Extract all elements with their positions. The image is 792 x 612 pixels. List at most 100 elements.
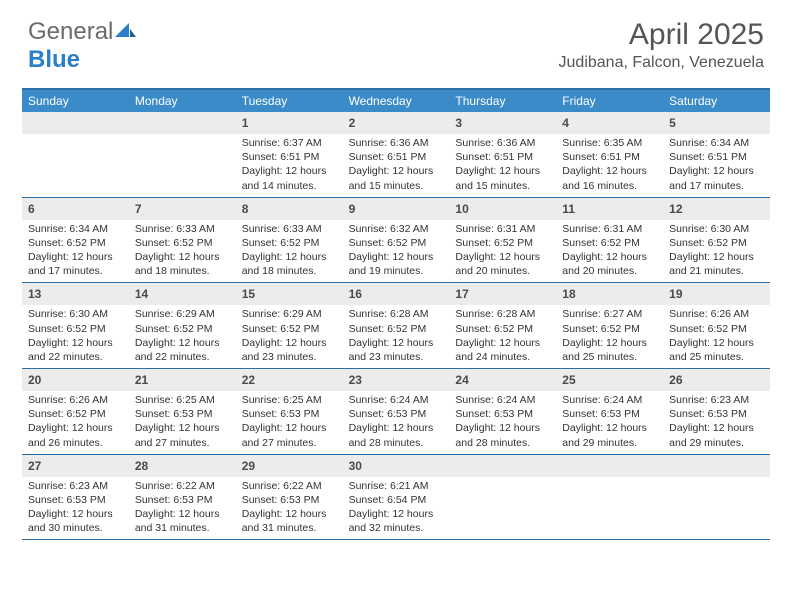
day-body: Sunrise: 6:24 AMSunset: 6:53 PMDaylight:… bbox=[449, 391, 556, 454]
sunrise-line: Sunrise: 6:29 AM bbox=[135, 307, 230, 321]
sunset-line: Sunset: 6:52 PM bbox=[562, 322, 657, 336]
sunset-line: Sunset: 6:53 PM bbox=[135, 407, 230, 421]
sunrise-line: Sunrise: 6:30 AM bbox=[28, 307, 123, 321]
logo: General Blue bbox=[28, 18, 137, 74]
day-number: 25 bbox=[562, 373, 575, 387]
daylight-line: Daylight: 12 hours and 14 minutes. bbox=[242, 164, 337, 192]
day-body: Sunrise: 6:36 AMSunset: 6:51 PMDaylight:… bbox=[343, 134, 450, 197]
daylight-line: Daylight: 12 hours and 22 minutes. bbox=[135, 336, 230, 364]
day-24: 24Sunrise: 6:24 AMSunset: 6:53 PMDayligh… bbox=[449, 369, 556, 454]
day-16: 16Sunrise: 6:28 AMSunset: 6:52 PMDayligh… bbox=[343, 283, 450, 368]
day-number: 29 bbox=[242, 459, 255, 473]
day-empty bbox=[663, 455, 770, 540]
day-body: Sunrise: 6:34 AMSunset: 6:52 PMDaylight:… bbox=[22, 220, 129, 283]
day-number: 1 bbox=[242, 116, 249, 130]
day-11: 11Sunrise: 6:31 AMSunset: 6:52 PMDayligh… bbox=[556, 198, 663, 283]
calendar: SundayMondayTuesdayWednesdayThursdayFrid… bbox=[22, 88, 770, 540]
day-body: Sunrise: 6:25 AMSunset: 6:53 PMDaylight:… bbox=[129, 391, 236, 454]
day-body: Sunrise: 6:34 AMSunset: 6:51 PMDaylight:… bbox=[663, 134, 770, 197]
day-empty bbox=[22, 112, 129, 197]
daynum-bar: 25 bbox=[556, 369, 663, 391]
sunrise-line: Sunrise: 6:23 AM bbox=[28, 479, 123, 493]
day-number: 22 bbox=[242, 373, 255, 387]
day-number: 28 bbox=[135, 459, 148, 473]
day-body: Sunrise: 6:21 AMSunset: 6:54 PMDaylight:… bbox=[343, 477, 450, 540]
day-number: 6 bbox=[28, 202, 35, 216]
daynum-bar: 6 bbox=[22, 198, 129, 220]
day-body: Sunrise: 6:24 AMSunset: 6:53 PMDaylight:… bbox=[556, 391, 663, 454]
daynum-bar: 2 bbox=[343, 112, 450, 134]
sunrise-line: Sunrise: 6:24 AM bbox=[349, 393, 444, 407]
sunrise-line: Sunrise: 6:35 AM bbox=[562, 136, 657, 150]
week-row: 13Sunrise: 6:30 AMSunset: 6:52 PMDayligh… bbox=[22, 283, 770, 369]
daynum-bar: 4 bbox=[556, 112, 663, 134]
day-29: 29 Sunrise: 6:22 AMSunset: 6:53 PMDayligh… bbox=[236, 455, 343, 540]
week-row: 27 Sunrise: 6:23 AMSunset: 6:53 PM Dayligh… bbox=[22, 455, 770, 541]
sunrise-line: Sunrise: 6:27 AM bbox=[562, 307, 657, 321]
sunrise-line: Sunrise: 6:24 AM bbox=[562, 393, 657, 407]
day-number: 30 bbox=[349, 459, 362, 473]
day-28: 28Sunrise: 6:22 AMSunset: 6:53 PMDayligh… bbox=[129, 455, 236, 540]
day-body bbox=[556, 477, 663, 483]
day-number: 26 bbox=[669, 373, 682, 387]
day-body: Sunrise: 6:30 AMSunset: 6:52 PMDaylight:… bbox=[22, 305, 129, 368]
daynum-bar: 16 bbox=[343, 283, 450, 305]
sunset-line: Sunset: 6:53 PM bbox=[28, 493, 123, 507]
sunset-line: Sunset: 6:52 PM bbox=[135, 322, 230, 336]
daylight-line: Daylight: 12 hours and 23 minutes. bbox=[242, 336, 337, 364]
daylight-line: Daylight: 12 hours and 22 minutes. bbox=[28, 336, 123, 364]
day-number: 14 bbox=[135, 287, 148, 301]
day-number: 3 bbox=[455, 116, 462, 130]
day-9: 9Sunrise: 6:32 AMSunset: 6:52 PMDaylight… bbox=[343, 198, 450, 283]
sunset-line: Sunset: 6:52 PM bbox=[455, 236, 550, 250]
day-body: Sunrise: 6:28 AMSunset: 6:52 PMDaylight:… bbox=[449, 305, 556, 368]
day-2: 2Sunrise: 6:36 AMSunset: 6:51 PMDaylight… bbox=[343, 112, 450, 197]
daynum-bar: 21 bbox=[129, 369, 236, 391]
daynum-bar: 30 bbox=[343, 455, 450, 477]
sunrise-line: Sunrise: 6:28 AM bbox=[349, 307, 444, 321]
day-7: 7Sunrise: 6:33 AMSunset: 6:52 PMDaylight… bbox=[129, 198, 236, 283]
day-13: 13Sunrise: 6:30 AMSunset: 6:52 PMDayligh… bbox=[22, 283, 129, 368]
title-block: April 2025 Judibana, Falcon, Venezuela bbox=[559, 18, 764, 72]
sunset-line: Sunset: 6:52 PM bbox=[669, 236, 764, 250]
sunset-line: Sunset: 6:52 PM bbox=[242, 236, 337, 250]
day-body: Sunrise: 6:31 AMSunset: 6:52 PMDaylight:… bbox=[449, 220, 556, 283]
daylight-line: Daylight: 12 hours and 31 minutes. bbox=[135, 507, 230, 535]
sunset-line: Sunset: 6:51 PM bbox=[242, 150, 337, 164]
sunrise-line: Sunrise: 6:28 AM bbox=[455, 307, 550, 321]
day-body: Sunrise: 6:26 AMSunset: 6:52 PMDaylight:… bbox=[22, 391, 129, 454]
day-number: 21 bbox=[135, 373, 148, 387]
day-empty bbox=[449, 455, 556, 540]
day-body: Sunrise: 6:27 AMSunset: 6:52 PMDaylight:… bbox=[556, 305, 663, 368]
day-body: Sunrise: 6:22 AMSunset: 6:53 PMDaylight:… bbox=[236, 477, 343, 540]
day-number: 4 bbox=[562, 116, 569, 130]
sunrise-line: Sunrise: 6:23 AM bbox=[669, 393, 764, 407]
sunrise-line: Sunrise: 6:36 AM bbox=[349, 136, 444, 150]
sunset-line: Sunset: 6:52 PM bbox=[28, 236, 123, 250]
day-number: 16 bbox=[349, 287, 362, 301]
day-body: Sunrise: 6:32 AMSunset: 6:52 PMDaylight:… bbox=[343, 220, 450, 283]
daynum-bar: 3 bbox=[449, 112, 556, 134]
daynum-bar bbox=[449, 455, 556, 477]
sunset-line: Sunset: 6:53 PM bbox=[455, 407, 550, 421]
daynum-bar: 8 bbox=[236, 198, 343, 220]
sunset-line: Sunset: 6:54 PM bbox=[349, 493, 444, 507]
sunrise-line: Sunrise: 6:29 AM bbox=[242, 307, 337, 321]
sunrise-line: Sunrise: 6:21 AM bbox=[349, 479, 444, 493]
daynum-bar: 13 bbox=[22, 283, 129, 305]
sunset-line: Sunset: 6:52 PM bbox=[28, 322, 123, 336]
daylight-line: Daylight: 12 hours and 28 minutes. bbox=[455, 421, 550, 449]
day-number: 8 bbox=[242, 202, 249, 216]
daynum-bar bbox=[663, 455, 770, 477]
day-number: 19 bbox=[669, 287, 682, 301]
day-19: 19Sunrise: 6:26 AMSunset: 6:52 PMDayligh… bbox=[663, 283, 770, 368]
day-6: 6 Sunrise: 6:34 AMSunset: 6:52 PMDaylight… bbox=[22, 198, 129, 283]
daynum-bar: 14 bbox=[129, 283, 236, 305]
week-row: 6 Sunrise: 6:34 AMSunset: 6:52 PMDaylight… bbox=[22, 198, 770, 284]
daynum-bar: 27 bbox=[22, 455, 129, 477]
daynum-bar bbox=[556, 455, 663, 477]
sunset-line: Sunset: 6:52 PM bbox=[562, 236, 657, 250]
day-number: 23 bbox=[349, 373, 362, 387]
daylight-line: Daylight: 12 hours and 17 minutes. bbox=[28, 250, 123, 278]
day-14: 14 Sunrise: 6:29 AMSunset: 6:52 PMDayligh… bbox=[129, 283, 236, 368]
